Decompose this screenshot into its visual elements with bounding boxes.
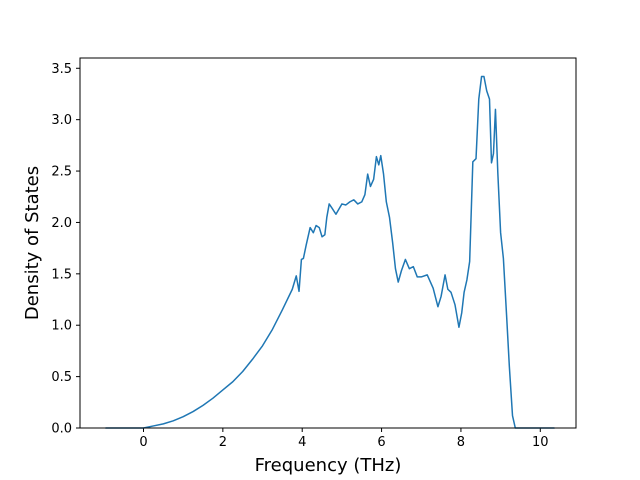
y-axis-label: Density of States [22, 166, 43, 320]
series-line [105, 75, 555, 429]
y-tick-label: 2.5 [51, 165, 72, 180]
x-tick-label: 0 [139, 435, 147, 450]
y-tick-label: 3.5 [51, 62, 72, 77]
y-tick-label: 1.5 [51, 267, 72, 282]
y-axis-ticks: 0.0 0.5 1.0 1.5 2.0 2.5 3.0 3.5 [51, 62, 80, 437]
x-tick-label: 6 [377, 435, 385, 450]
y-tick-label: 3.0 [51, 113, 72, 128]
y-tick-label: 2.0 [51, 216, 72, 231]
x-axis-label: Frequency (THz) [255, 455, 402, 476]
plot-area [80, 58, 576, 428]
x-tick-label: 10 [532, 435, 549, 450]
x-tick-label: 8 [457, 435, 465, 450]
x-tick-label: 4 [298, 435, 306, 450]
x-axis-ticks: 0 2 4 6 8 10 [139, 428, 549, 450]
y-tick-label: 1.0 [51, 319, 72, 334]
x-tick-label: 2 [219, 435, 227, 450]
y-tick-label: 0.5 [51, 370, 72, 385]
plot-frame [79, 57, 577, 429]
y-tick-label: 0.0 [51, 422, 72, 437]
